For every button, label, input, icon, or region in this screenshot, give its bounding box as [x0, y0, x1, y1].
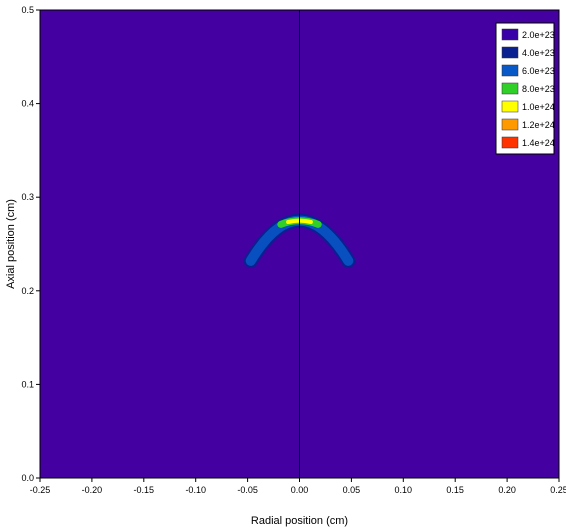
y-tick-label: 0.3 [21, 192, 34, 202]
x-tick-label: -0.10 [185, 485, 206, 495]
legend-label: 8.0e+23 [522, 84, 555, 94]
x-tick-label: 0.10 [395, 485, 413, 495]
legend-swatch [501, 46, 519, 59]
x-tick-label: -0.05 [237, 485, 258, 495]
x-tick-label: 0.25 [550, 485, 566, 495]
legend-label: 1.0e+24 [522, 102, 555, 112]
x-tick-label: -0.15 [134, 485, 155, 495]
x-tick-label: 0.15 [446, 485, 464, 495]
legend-swatch [501, 118, 519, 131]
legend-swatch [501, 28, 519, 41]
y-tick-label: 0.5 [21, 5, 34, 15]
legend-label: 1.4e+24 [522, 138, 555, 148]
x-axis: -0.25 -0.20 -0.15 -0.10 -0.05 0.00 0.05 0.10 0.1… [30, 478, 566, 495]
y-tick-label: 0.1 [21, 379, 34, 389]
x-tick-label: -0.20 [82, 485, 103, 495]
legend-label: 1.2e+24 [522, 120, 555, 130]
y-tick-label: 0.4 [21, 99, 34, 109]
legend-label: 6.0e+23 [522, 66, 555, 76]
x-tick-label: 0.00 [291, 485, 309, 495]
legend-swatch [501, 100, 519, 113]
x-tick-label: 0.20 [498, 485, 516, 495]
x-tick-label: 0.05 [343, 485, 361, 495]
y-axis: 0.0 0.1 0.2 0.3 0.4 0.5 [21, 5, 40, 483]
legend-swatch [501, 82, 519, 95]
legend: 2.0e+23 4.0e+23 6.0e+23 8.0e+23 1.0e+24 1.2e+… [495, 22, 555, 155]
legend-swatch [501, 64, 519, 77]
x-axis-title: Radial position (cm) [251, 515, 348, 527]
legend-label: 2.0e+23 [522, 30, 555, 40]
legend-swatch [501, 136, 519, 149]
y-tick-label: 0.0 [21, 473, 34, 483]
legend-label: 4.0e+23 [522, 48, 555, 58]
x-tick-label: -0.25 [30, 485, 51, 495]
y-tick-label: 0.2 [21, 286, 34, 296]
y-axis-title: Axial position (cm) [5, 199, 17, 289]
